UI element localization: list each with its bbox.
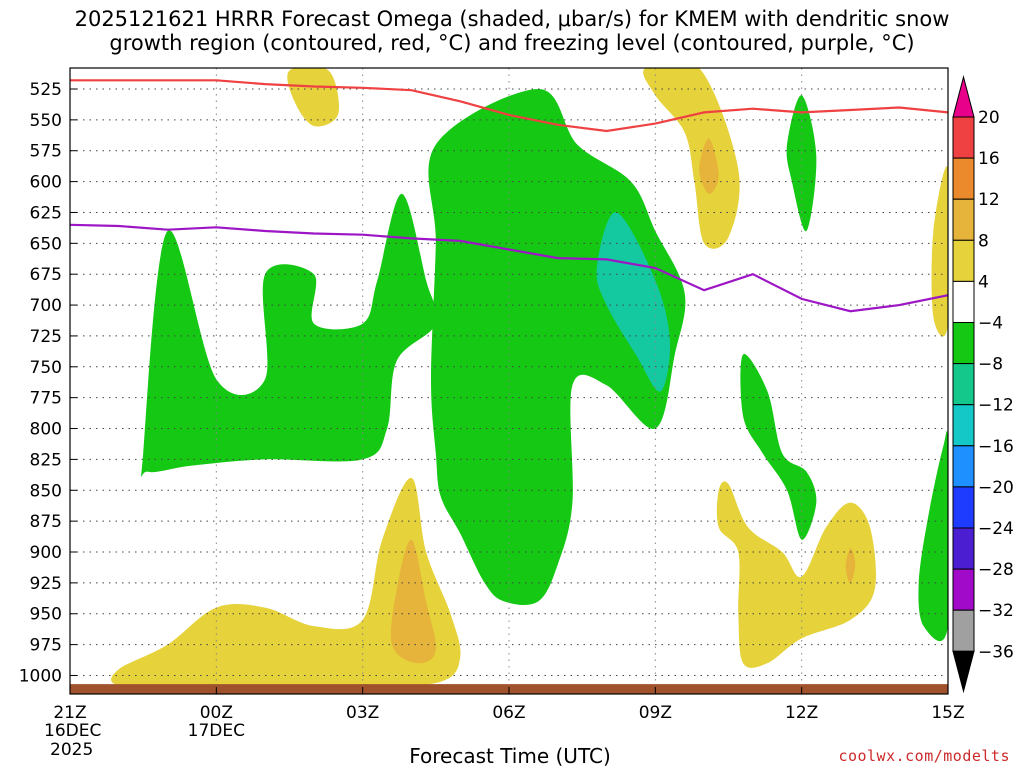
y-tick-label: 800 (30, 420, 62, 440)
omega-shade-region (931, 166, 948, 337)
colorbar-segment (952, 445, 975, 488)
y-tick-label: 700 (30, 296, 62, 316)
dendritic-growth-contour (70, 79, 948, 133)
colorbar-segment (952, 609, 975, 652)
omega-shade-region (716, 481, 877, 668)
y-tick-label: 750 (30, 358, 62, 378)
colorbar-label: −24 (978, 519, 1014, 539)
colorbar-label: −20 (978, 478, 1014, 498)
colorbar-label: 12 (978, 190, 1000, 210)
colorbar-label: 8 (978, 231, 989, 251)
x-tick-label: 09Z (639, 703, 672, 723)
colorbar-top-arrow (952, 75, 975, 118)
colorbar-label: 4 (978, 272, 989, 292)
y-tick-label: 550 (30, 111, 62, 131)
colorbar-segment (952, 322, 975, 365)
y-tick-label: 975 (30, 636, 62, 656)
colorbar-segment (952, 404, 975, 447)
y-tick-label: 675 (30, 265, 62, 285)
colorbar-segment (952, 198, 975, 241)
chart-title-line1: 2025121621 HRRR Forecast Omega (shaded, … (74, 7, 950, 31)
y-tick-label: 600 (30, 173, 62, 193)
omega-shade-region (643, 68, 740, 249)
colorbar-label: −12 (978, 396, 1014, 416)
omega-shade-region (740, 354, 817, 540)
y-tick-label: 625 (30, 203, 62, 223)
x-tick-label: 03Z (346, 703, 379, 723)
colorbar-label: 20 (978, 108, 1000, 128)
omega-shade-region (287, 68, 339, 127)
omega-shade-region (918, 430, 948, 641)
plot-area: 525 550 575 600 625 650 675 700 725 750 775 800 825 8… (19, 67, 965, 760)
y-tick-label: 900 (30, 543, 62, 563)
colorbar-label: −36 (978, 642, 1014, 662)
plot-contents (70, 68, 948, 694)
omega-shade-region (111, 477, 461, 688)
x-tick-date: 16DEC (44, 721, 101, 741)
colorbar-segment (952, 116, 975, 159)
omega-shade-region (699, 138, 719, 194)
colorbar-segment (952, 280, 975, 323)
colorbar-label: −28 (978, 560, 1014, 580)
colorbar-label: −8 (978, 355, 1003, 375)
colorbar-label: −32 (978, 601, 1014, 621)
y-tick-label: 875 (30, 512, 62, 532)
y-tick-label: 775 (30, 389, 62, 409)
y-tick-label: 1000 (19, 666, 62, 686)
x-axis-label: Forecast Time (UTC) (409, 744, 611, 768)
omega-shade-region (596, 212, 671, 392)
colorbar-segment (952, 239, 975, 282)
colorbar-segment (952, 363, 975, 406)
x-tick-year: 2025 (50, 740, 93, 760)
colorbar-label: 16 (978, 149, 1000, 169)
y-tick-label: 525 (30, 80, 62, 100)
colorbar: 20 16 12 8 4 −4 −8 −12 −16 −20 −24 −28 −32 −36 (952, 75, 1014, 694)
omega-shade-region (141, 193, 438, 477)
y-tick-label: 575 (30, 142, 62, 162)
x-tick-date: 17DEC (188, 721, 245, 741)
colorbar-segment (952, 568, 975, 611)
colorbar-segment (952, 527, 975, 570)
omega-shade-region (786, 95, 817, 232)
x-tick-label: 00Z (200, 703, 233, 723)
colorbar-bottom-arrow (952, 650, 975, 694)
freezing-level-contour (70, 223, 948, 313)
x-tick-label: 21Z (53, 703, 86, 723)
y-tick-label: 650 (30, 234, 62, 254)
colorbar-label: −16 (978, 437, 1014, 457)
colorbar-label: −4 (978, 314, 1003, 334)
omega-shade-region (390, 539, 437, 664)
y-tick-label: 950 (30, 605, 62, 625)
x-tick-label: 15Z (931, 703, 964, 723)
y-tick-label: 850 (30, 481, 62, 501)
omega-shade-region (845, 548, 856, 583)
credit-link[interactable]: coolwx.com/modelts (838, 747, 1010, 765)
colorbar-segment (952, 157, 975, 200)
y-tick-label: 825 (30, 450, 62, 470)
colorbar-segment (952, 486, 975, 529)
chart-title-line2: growth region (contoured, red, °C) and f… (109, 31, 915, 55)
x-tick-label: 06Z (492, 703, 525, 723)
y-tick-label: 925 (30, 574, 62, 594)
y-tick-label: 725 (30, 327, 62, 347)
x-tick-label: 12Z (785, 703, 818, 723)
